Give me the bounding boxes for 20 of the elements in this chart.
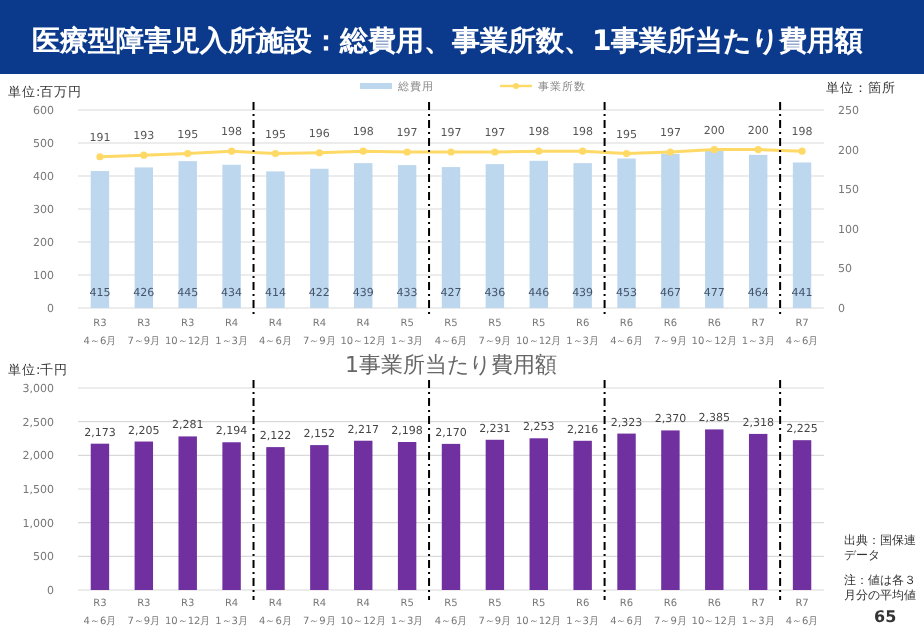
bar <box>397 442 417 590</box>
bar <box>266 447 285 590</box>
chart-title: 医療型障害児入所施設：総費用、事業所数、1事業所当たり費用額 <box>32 24 864 58</box>
chart-title: 1事業所当たり費用額 <box>345 352 557 378</box>
text: 65 <box>874 608 898 626</box>
bar <box>748 433 768 590</box>
bar <box>222 442 241 590</box>
bar <box>354 440 373 590</box>
bar <box>441 443 461 590</box>
bar <box>573 440 592 590</box>
bar <box>310 445 329 590</box>
bar <box>792 440 812 590</box>
bar <box>485 439 505 590</box>
bar <box>178 436 197 590</box>
bar <box>661 430 680 590</box>
bar <box>529 438 548 590</box>
bar <box>705 429 724 590</box>
bar <box>90 443 110 590</box>
bar <box>134 441 154 590</box>
bar <box>617 433 636 590</box>
